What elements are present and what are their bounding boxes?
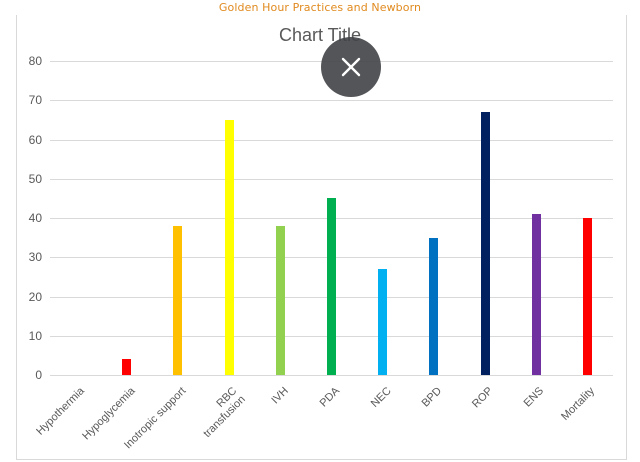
bar[interactable] — [378, 269, 388, 375]
bar[interactable] — [327, 198, 336, 375]
plot-area — [50, 61, 613, 376]
gridline — [50, 139, 613, 141]
gridline — [50, 375, 613, 376]
bar[interactable] — [582, 218, 592, 375]
y-tick-label: 10 — [28, 328, 42, 343]
bar[interactable] — [224, 119, 234, 375]
bar[interactable] — [429, 237, 439, 375]
y-tick-label: 20 — [28, 289, 42, 304]
y-tick-label: 50 — [28, 171, 42, 186]
gridline — [50, 100, 613, 102]
y-tick-label: 70 — [28, 93, 42, 108]
bar[interactable] — [531, 214, 541, 375]
chart-title: Chart Title — [278, 25, 362, 45]
y-tick-label: 30 — [28, 250, 42, 265]
y-tick-label: 60 — [28, 132, 42, 147]
page-header-title: Golden Hour Practices and Newborn — [218, 1, 422, 14]
bar[interactable] — [173, 225, 183, 375]
bar[interactable] — [122, 359, 132, 375]
bar[interactable] — [480, 112, 490, 375]
close-icon — [341, 57, 361, 77]
y-tick-label: 0 — [35, 368, 42, 382]
bar[interactable] — [275, 225, 285, 375]
y-tick-label: 80 — [28, 54, 42, 68]
close-button[interactable] — [321, 37, 381, 97]
y-tick-label: 40 — [28, 211, 42, 225]
gridline — [50, 178, 613, 180]
chart-area — [16, 15, 627, 460]
